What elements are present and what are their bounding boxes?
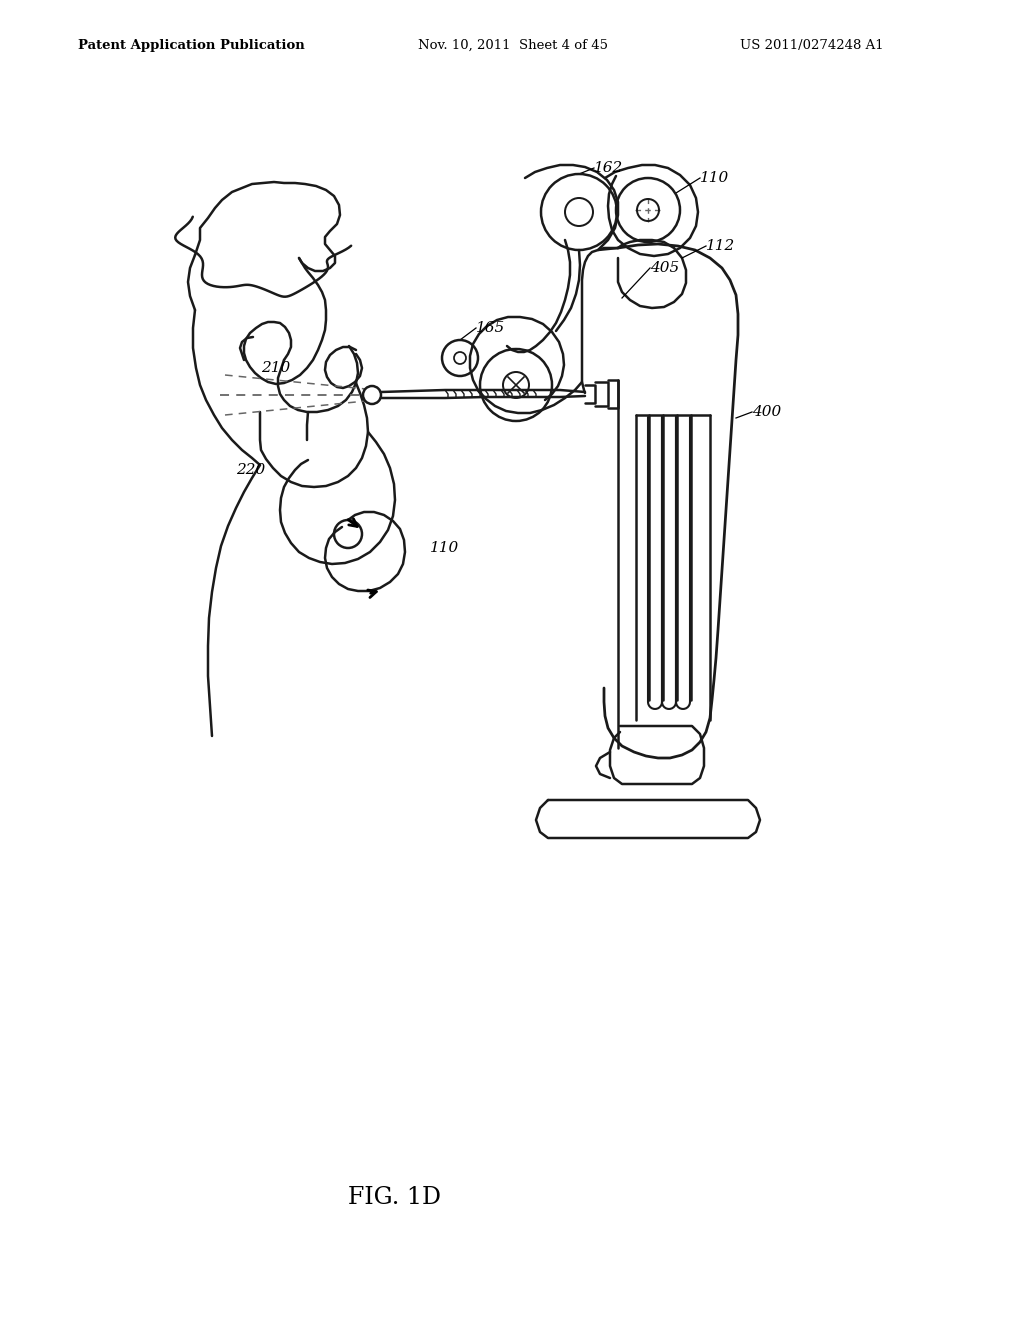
Text: 110: 110	[700, 172, 729, 185]
Text: 210: 210	[261, 360, 290, 375]
Text: 405: 405	[650, 261, 679, 275]
Text: Nov. 10, 2011  Sheet 4 of 45: Nov. 10, 2011 Sheet 4 of 45	[418, 38, 608, 51]
Text: 112: 112	[706, 239, 735, 253]
Text: 165: 165	[476, 321, 505, 335]
Text: US 2011/0274248 A1: US 2011/0274248 A1	[740, 38, 884, 51]
Text: 220: 220	[236, 463, 265, 477]
Text: 400: 400	[752, 405, 781, 418]
Text: 110: 110	[430, 541, 459, 554]
Text: Patent Application Publication: Patent Application Publication	[78, 38, 305, 51]
Text: 162: 162	[594, 161, 624, 176]
Text: FIG. 1D: FIG. 1D	[348, 1187, 441, 1209]
